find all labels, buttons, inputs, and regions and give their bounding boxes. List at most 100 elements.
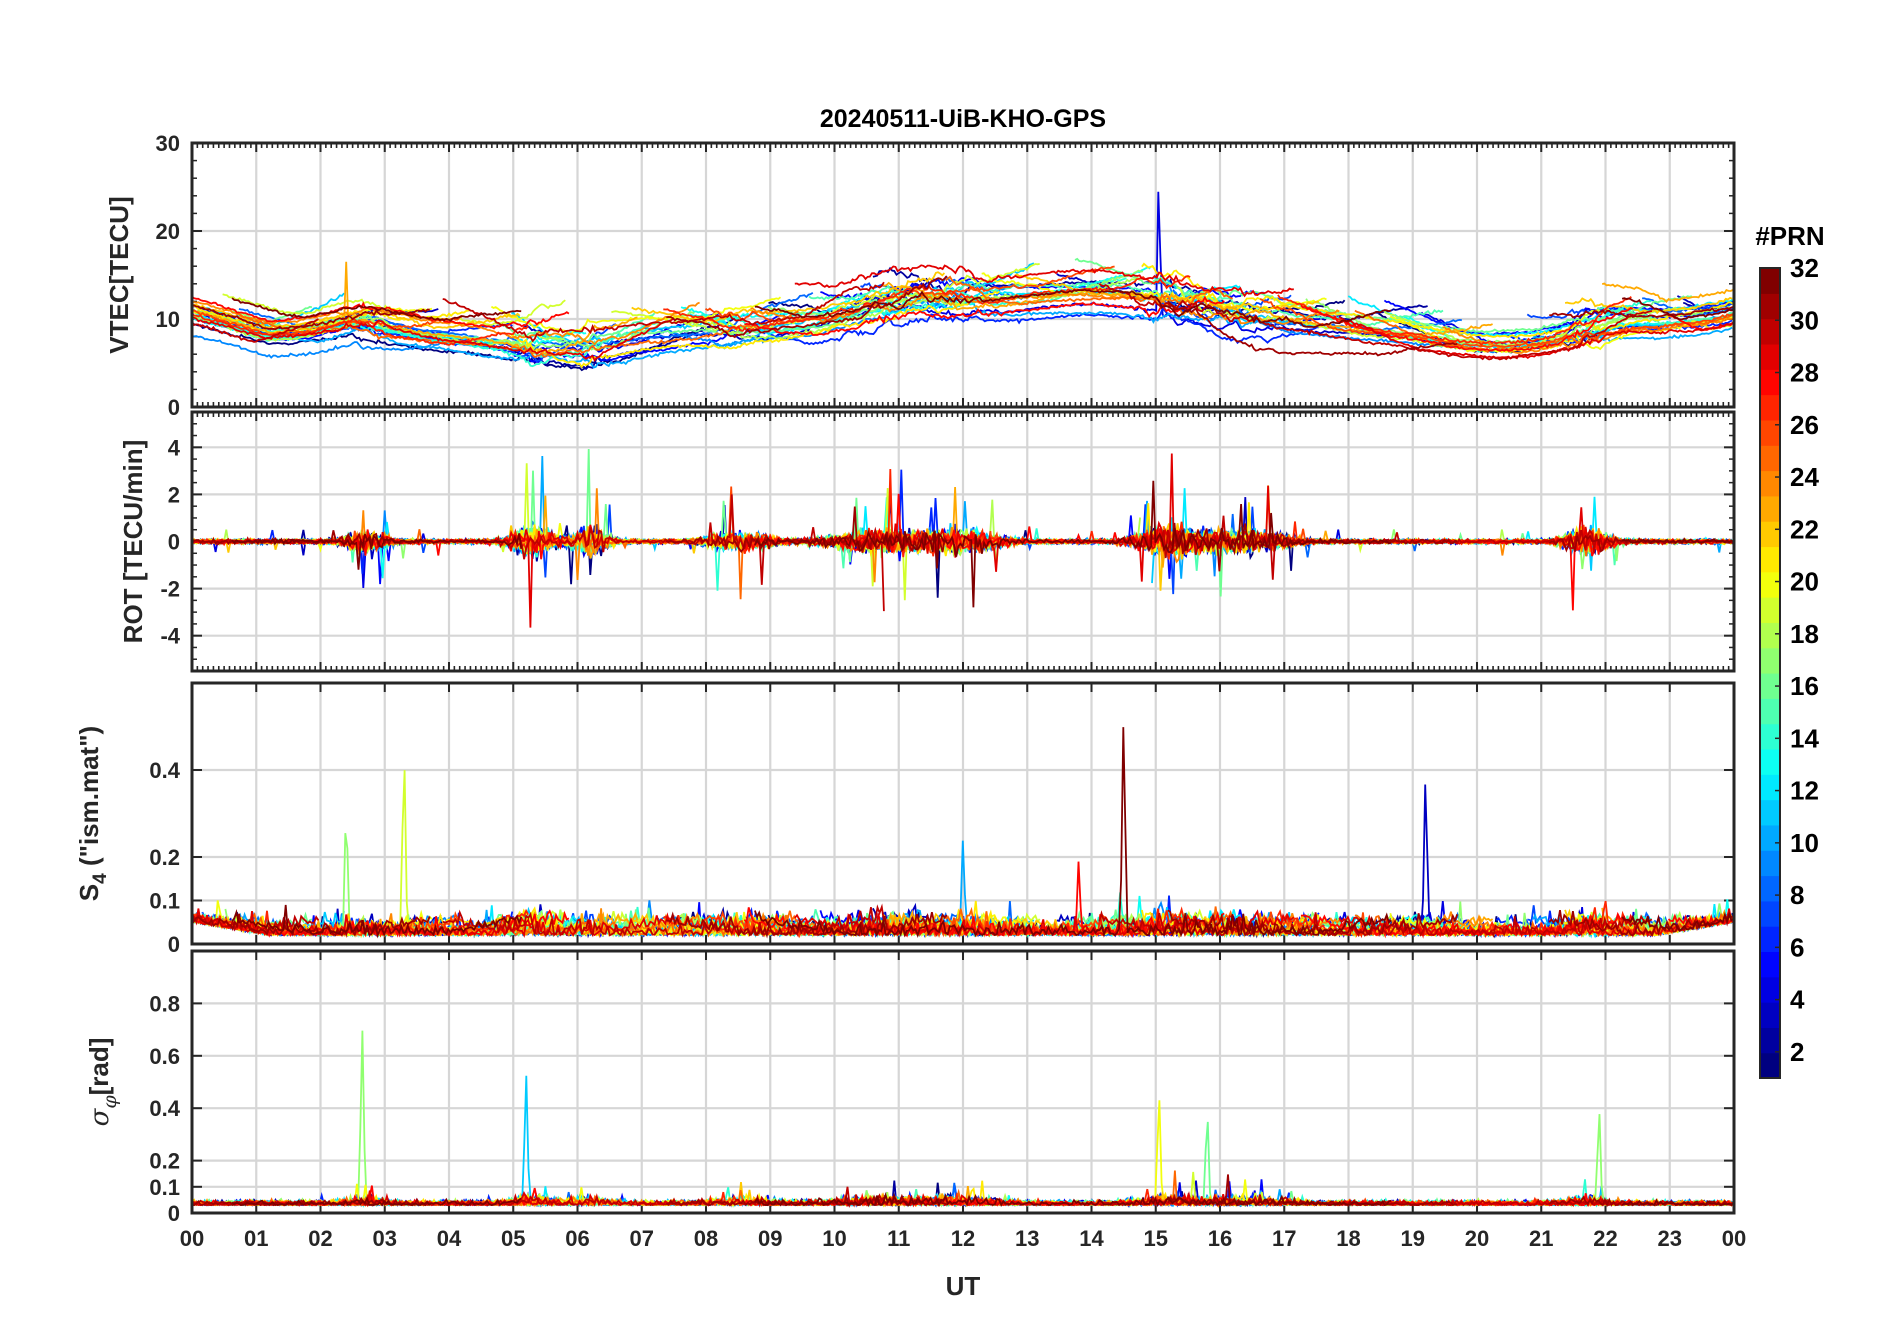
series-line-prn-18	[679, 276, 1141, 340]
x-tick-labels: 00 01 02 03 04 05 06 07 08 09 10 11 12 13 14 15 16 17 18 19…	[180, 1226, 1746, 1251]
colorbar-swatch	[1760, 293, 1780, 320]
series-line-prn-30	[1098, 910, 1653, 938]
y-tick-label: 0	[168, 395, 180, 420]
colorbar-swatch	[1760, 1002, 1780, 1028]
y-tick-label: 10	[156, 307, 180, 332]
x-tick-label: 00	[1722, 1226, 1746, 1251]
colorbar-swatch	[1760, 647, 1780, 674]
colorbar-tick-label: 18	[1790, 619, 1819, 649]
series-line-prn-31	[1549, 306, 1734, 319]
x-tick-label: 10	[822, 1226, 846, 1251]
colorbar-tick-label: 2	[1790, 1037, 1804, 1067]
x-tick-label: 22	[1593, 1226, 1617, 1251]
axes-frame	[190, 141, 1736, 409]
series-line-prn-31	[666, 911, 948, 939]
x-tick-label: 05	[501, 1226, 525, 1251]
series-line-prn-27	[663, 275, 1191, 332]
x-tick-label: 12	[951, 1226, 975, 1251]
colorbar-swatch	[1760, 926, 1780, 953]
colorbar-swatch	[1760, 318, 1780, 345]
colorbar-swatch	[1760, 597, 1780, 623]
colorbar-swatch	[1760, 571, 1780, 598]
colorbar-label: #PRN	[1755, 221, 1824, 251]
x-tick-label: 01	[244, 1226, 268, 1251]
series-line-prn-32	[754, 288, 1392, 329]
y-tick-label: 0.4	[149, 1096, 180, 1121]
y-tick-label: 0.2	[149, 1149, 180, 1174]
colorbar-swatch	[1760, 774, 1780, 801]
series-line-prn-15	[1596, 305, 1733, 326]
colorbar-swatch	[1760, 495, 1780, 522]
x-tick-label: 14	[1079, 1226, 1104, 1251]
y-tick-label: -4	[160, 624, 180, 649]
series-line-prn-29	[794, 264, 1294, 298]
x-tick-label: 17	[1272, 1226, 1296, 1251]
colorbar-swatch	[1760, 824, 1780, 851]
panel-vtec: 0 10 20 30 VTEC[TECU]	[104, 131, 1736, 420]
colorbar-swatch	[1760, 521, 1780, 548]
series-line-prn-26	[192, 309, 462, 336]
y-tick-label: 30	[156, 131, 180, 156]
y-axis-label: ROT [TECU/min]	[118, 440, 148, 644]
y-tick-label: 2	[168, 482, 180, 507]
colorbar-swatch	[1760, 369, 1780, 396]
y-tick-label: 0.1	[149, 1175, 180, 1200]
x-tick-label: 08	[694, 1226, 718, 1251]
x-tick-label: 13	[1015, 1226, 1039, 1251]
y-tick-label: 4	[168, 435, 181, 460]
colorbar-swatch	[1760, 445, 1780, 472]
y-tick-label: 0.1	[149, 889, 180, 914]
series-line-prn-31	[192, 304, 430, 331]
series-line-prn-16	[1074, 257, 1693, 334]
colorbar-tick-label: 14	[1790, 723, 1819, 753]
series-line-prn-32	[231, 297, 522, 322]
series-line-prn-32	[754, 480, 1392, 608]
series-line-prn-31	[1167, 300, 1458, 357]
colorbar-tick-label: 10	[1790, 828, 1819, 858]
y-tick-label: 0.4	[149, 758, 180, 783]
colorbar-swatch	[1760, 875, 1780, 902]
colorbar-tick-label: 4	[1790, 985, 1805, 1015]
x-tick-label: 16	[1208, 1226, 1232, 1251]
series-line-prn-30	[442, 903, 885, 938]
colorbar-swatch	[1760, 470, 1780, 497]
colorbar-tick-label: 28	[1790, 358, 1819, 388]
figure-title: 20240511-UiB-KHO-GPS	[820, 105, 1106, 133]
series-line-prn-31	[666, 275, 948, 339]
series-line-prn-32	[754, 727, 1392, 939]
colorbar-tick-label: 32	[1790, 253, 1819, 283]
colorbar-tick-label: 26	[1790, 410, 1819, 440]
axes-frame	[190, 410, 1736, 673]
y-axis-label: S4 ("ism.mat")	[74, 726, 111, 901]
series-line-prn-25	[238, 310, 799, 359]
series-line-prn-32	[1621, 911, 1734, 932]
series-line-prn-9	[192, 335, 456, 359]
axes-frame	[190, 949, 1736, 1215]
y-axis-label: σφ[rad]	[84, 1038, 121, 1127]
colorbar-swatch	[1760, 799, 1780, 826]
colorbar-tick-label: 16	[1790, 671, 1819, 701]
y-axis-label: VTEC[TECU]	[104, 196, 134, 353]
series-line-prn-23	[192, 261, 638, 355]
series-line-prn-22	[631, 271, 946, 324]
series-line-prn-6	[742, 306, 1319, 346]
series-line-prn-31	[192, 530, 431, 552]
series-line-prn-30	[192, 912, 320, 934]
colorbar-swatch	[1760, 723, 1780, 750]
series-line-prn-9	[642, 282, 1021, 348]
x-tick-label: 00	[180, 1226, 204, 1251]
series-line-prn-26	[1259, 298, 1734, 348]
x-axis-label: UT	[946, 1271, 981, 1301]
colorbar-tick-label: 8	[1790, 880, 1804, 910]
colorbar-swatch	[1760, 900, 1780, 927]
colorbar-swatch	[1760, 1027, 1780, 1054]
x-tick-label: 02	[308, 1226, 332, 1251]
colorbar-swatch	[1760, 673, 1780, 699]
colorbar-tick-label: 12	[1790, 776, 1819, 806]
series-line-prn-30	[442, 281, 885, 343]
series-line-prn-31	[1548, 909, 1734, 938]
series-line-prn-20	[490, 296, 782, 336]
series-line-prn-32	[1621, 1198, 1734, 1207]
